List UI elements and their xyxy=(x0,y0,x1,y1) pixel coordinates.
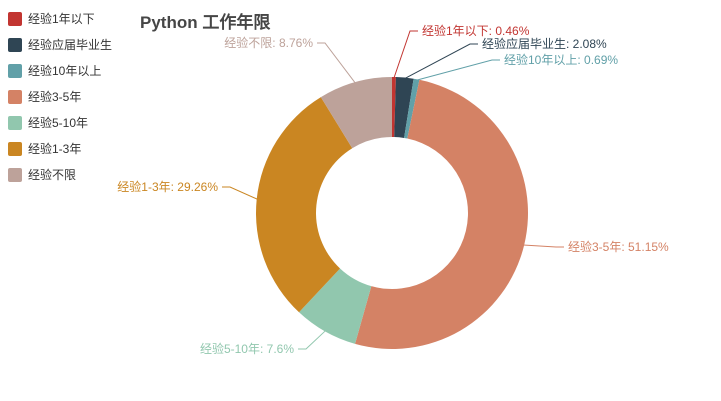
label-leader-line xyxy=(523,244,564,248)
pie-slice[interactable] xyxy=(394,77,414,138)
label-leader-line xyxy=(317,42,356,84)
legend-item-label: 经验1年以下 xyxy=(28,12,95,26)
legend-item[interactable]: 经验1年以下 xyxy=(8,10,112,27)
chart-title: Python 工作年限 xyxy=(140,13,271,32)
legend-item-label: 经验5-10年 xyxy=(28,116,89,130)
slice-label: 经验3-5年: 51.15% xyxy=(568,239,669,254)
legend-item[interactable]: 经验5-10年 xyxy=(8,114,112,131)
slice-label: 经验10年以上: 0.69% xyxy=(504,52,618,67)
legend-item-label: 经验不限 xyxy=(28,168,77,182)
legend-item-label: 经验应届毕业生 xyxy=(28,38,113,52)
legend-swatch xyxy=(8,167,22,182)
slice-label: 经验应届毕业生: 2.08% xyxy=(482,36,607,51)
pie-slice[interactable] xyxy=(320,77,392,149)
slice-label: 经验5-10年: 7.6% xyxy=(200,341,294,356)
legend-swatch xyxy=(8,37,22,52)
legend-swatch xyxy=(8,63,22,78)
legend-item[interactable]: 经验1-3年 xyxy=(8,140,112,157)
pie-slice[interactable] xyxy=(299,268,372,344)
label-leader-line xyxy=(222,186,258,200)
legend-swatch xyxy=(8,141,22,156)
legend-item-label: 经验10年以上 xyxy=(28,64,102,78)
pie-slice[interactable] xyxy=(355,79,529,349)
slice-label: 经验1-3年: 29.26% xyxy=(117,179,218,194)
legend-swatch xyxy=(8,11,22,26)
slice-label: 经验1年以下: 0.46% xyxy=(422,23,530,38)
slice-label: 经验不限: 8.76% xyxy=(224,35,313,50)
chart-legend: 经验1年以下经验应届毕业生 经验10年以上 经验3-5年 经验5-10年 经验1-3年经… xyxy=(8,10,112,183)
legend-item[interactable]: 经验3-5年 xyxy=(8,88,112,105)
pie-slice[interactable] xyxy=(392,77,396,138)
pie-slice[interactable] xyxy=(256,97,353,313)
legend-item[interactable]: 经验10年以上 xyxy=(8,62,112,79)
legend-swatch xyxy=(8,89,22,104)
legend-item[interactable]: 经验不限 xyxy=(8,166,112,183)
label-leader-line xyxy=(393,30,418,79)
legend-item[interactable]: 经验应届毕业生 xyxy=(8,36,112,53)
legend-item-label: 经验3-5年 xyxy=(28,90,82,104)
label-leader-line xyxy=(404,43,478,80)
label-leader-line xyxy=(298,330,326,350)
pie-slice[interactable] xyxy=(404,78,420,139)
legend-item-label: 经验1-3年 xyxy=(28,142,82,156)
label-leader-line xyxy=(416,59,500,81)
legend-swatch xyxy=(8,115,22,130)
